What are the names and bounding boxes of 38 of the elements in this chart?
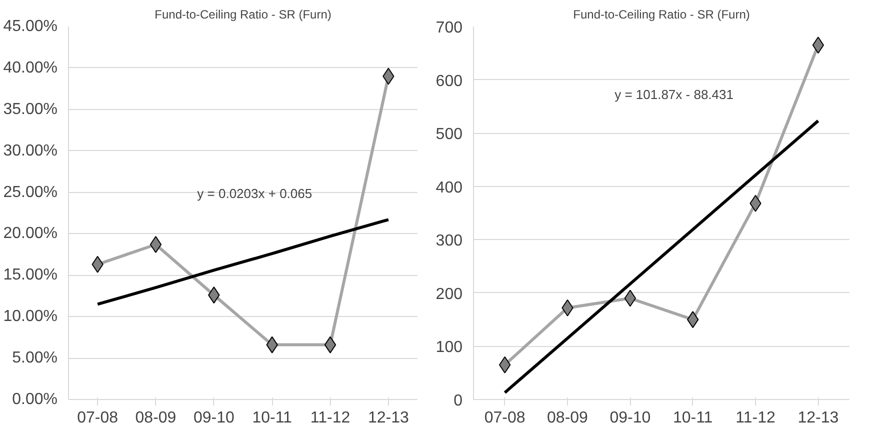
- x-tick-label: 09-10: [610, 410, 651, 426]
- x-tick-label: 11-12: [736, 410, 776, 426]
- line-series: [503, 119, 820, 394]
- annotation: y = 101.87x - 88.431: [614, 87, 734, 102]
- x-tick-label: 07-08: [77, 410, 118, 426]
- line-series: [96, 218, 390, 306]
- x-tick-label: 10-11: [672, 410, 713, 426]
- x-tick-label: 10-11: [252, 410, 292, 426]
- y-tick-label: 40.00%: [3, 59, 58, 76]
- y-tick-label: 45.00%: [3, 18, 58, 35]
- x-tick-label: 11-12: [310, 410, 350, 426]
- x-tick-label: 07-08: [484, 410, 526, 426]
- y-tick-label: 500: [436, 126, 463, 144]
- y-tick-label: 700: [436, 20, 463, 36]
- y-tick-label: 20.00%: [3, 225, 58, 242]
- y-tick-label: 400: [436, 179, 463, 196]
- y-tick-label: 600: [436, 72, 463, 90]
- x-tick-label: 12-13: [368, 410, 409, 426]
- y-tick-label: 0: [454, 392, 463, 410]
- x-tick-label: 08-09: [135, 410, 176, 426]
- y-tick-label: 25.00%: [3, 184, 58, 201]
- point: [150, 236, 162, 253]
- y-tick-label: 5.00%: [12, 350, 58, 367]
- y-tick-label: 300: [436, 232, 463, 250]
- y-tick-label: 100: [436, 339, 463, 356]
- point: [324, 336, 336, 354]
- y-tick-label: 30.00%: [3, 142, 58, 160]
- x-tick-label: 12-13: [798, 410, 839, 426]
- y-tick-label: 200: [436, 286, 463, 303]
- y-tick-label: 15.00%: [3, 266, 58, 284]
- chart-title: Fund-to-Ceiling Ratio - SR (Furn): [154, 8, 332, 22]
- y-tick-label: 0.00%: [12, 391, 58, 408]
- chart-title: Fund-to-Ceiling Ratio - SR (Furn): [573, 8, 750, 22]
- x-tick-label: 09-10: [193, 410, 234, 426]
- x-tick-label: 08-09: [547, 410, 588, 426]
- y-tick-label: 35.00%: [3, 100, 58, 118]
- annotation: y = 0.0203x + 0.065: [197, 186, 312, 202]
- y-tick-label: 10.00%: [3, 308, 58, 326]
